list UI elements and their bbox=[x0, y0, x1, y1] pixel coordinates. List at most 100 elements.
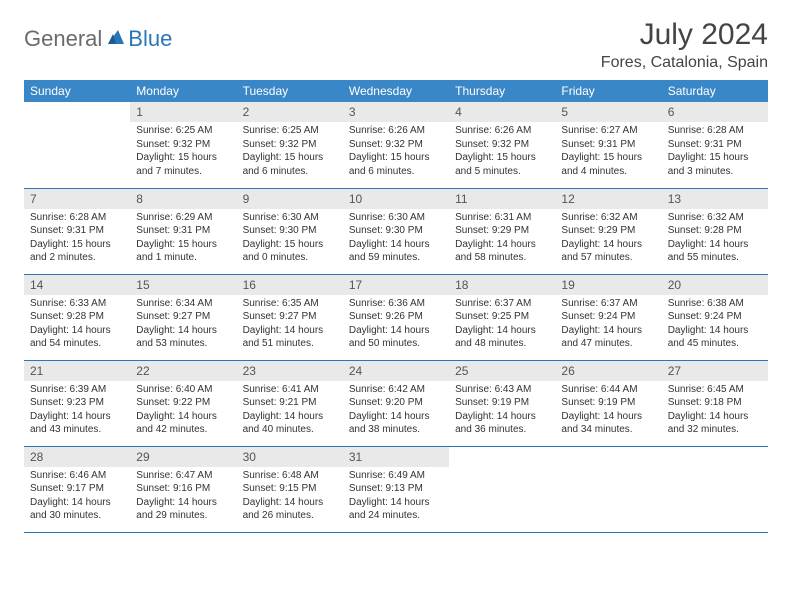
sunrise-text: Sunrise: 6:48 AM bbox=[243, 469, 337, 483]
daylight-text: Daylight: 14 hours and 38 minutes. bbox=[349, 410, 443, 437]
day-body: Sunrise: 6:48 AMSunset: 9:15 PMDaylight:… bbox=[237, 467, 343, 527]
calendar-day-cell: 1Sunrise: 6:25 AMSunset: 9:32 PMDaylight… bbox=[130, 102, 236, 188]
sunset-text: Sunset: 9:18 PM bbox=[668, 396, 762, 410]
daylight-text: Daylight: 15 hours and 6 minutes. bbox=[349, 151, 443, 178]
day-body: Sunrise: 6:30 AMSunset: 9:30 PMDaylight:… bbox=[343, 209, 449, 269]
sunrise-text: Sunrise: 6:44 AM bbox=[561, 383, 655, 397]
daylight-text: Daylight: 14 hours and 40 minutes. bbox=[243, 410, 337, 437]
sunset-text: Sunset: 9:21 PM bbox=[243, 396, 337, 410]
sunset-text: Sunset: 9:28 PM bbox=[30, 310, 124, 324]
sunset-text: Sunset: 9:27 PM bbox=[136, 310, 230, 324]
calendar-day-cell: 15Sunrise: 6:34 AMSunset: 9:27 PMDayligh… bbox=[130, 274, 236, 360]
day-body bbox=[662, 453, 768, 459]
day-body: Sunrise: 6:37 AMSunset: 9:25 PMDaylight:… bbox=[449, 295, 555, 355]
sunset-text: Sunset: 9:27 PM bbox=[243, 310, 337, 324]
sunrise-text: Sunrise: 6:28 AM bbox=[30, 211, 124, 225]
day-number: 28 bbox=[24, 447, 130, 467]
daylight-text: Daylight: 14 hours and 59 minutes. bbox=[349, 238, 443, 265]
calendar-day-cell: 25Sunrise: 6:43 AMSunset: 9:19 PMDayligh… bbox=[449, 360, 555, 446]
sunset-text: Sunset: 9:22 PM bbox=[136, 396, 230, 410]
calendar-day-cell: 18Sunrise: 6:37 AMSunset: 9:25 PMDayligh… bbox=[449, 274, 555, 360]
day-number: 27 bbox=[662, 361, 768, 381]
daylight-text: Daylight: 14 hours and 53 minutes. bbox=[136, 324, 230, 351]
day-body: Sunrise: 6:47 AMSunset: 9:16 PMDaylight:… bbox=[130, 467, 236, 527]
daylight-text: Daylight: 14 hours and 29 minutes. bbox=[136, 496, 230, 523]
calendar-week-row: 7Sunrise: 6:28 AMSunset: 9:31 PMDaylight… bbox=[24, 188, 768, 274]
calendar-day-cell: 8Sunrise: 6:29 AMSunset: 9:31 PMDaylight… bbox=[130, 188, 236, 274]
daylight-text: Daylight: 14 hours and 57 minutes. bbox=[561, 238, 655, 265]
weekday-header: Sunday bbox=[24, 80, 130, 102]
weekday-header: Wednesday bbox=[343, 80, 449, 102]
calendar-week-row: 14Sunrise: 6:33 AMSunset: 9:28 PMDayligh… bbox=[24, 274, 768, 360]
daylight-text: Daylight: 14 hours and 48 minutes. bbox=[455, 324, 549, 351]
calendar-day-cell: 20Sunrise: 6:38 AMSunset: 9:24 PMDayligh… bbox=[662, 274, 768, 360]
sunset-text: Sunset: 9:23 PM bbox=[30, 396, 124, 410]
day-body: Sunrise: 6:34 AMSunset: 9:27 PMDaylight:… bbox=[130, 295, 236, 355]
day-body: Sunrise: 6:31 AMSunset: 9:29 PMDaylight:… bbox=[449, 209, 555, 269]
calendar-day-cell: 7Sunrise: 6:28 AMSunset: 9:31 PMDaylight… bbox=[24, 188, 130, 274]
day-body bbox=[555, 453, 661, 459]
sunrise-text: Sunrise: 6:35 AM bbox=[243, 297, 337, 311]
calendar-day-cell: 28Sunrise: 6:46 AMSunset: 9:17 PMDayligh… bbox=[24, 446, 130, 532]
day-body: Sunrise: 6:41 AMSunset: 9:21 PMDaylight:… bbox=[237, 381, 343, 441]
sunrise-text: Sunrise: 6:41 AM bbox=[243, 383, 337, 397]
sunrise-text: Sunrise: 6:26 AM bbox=[455, 124, 549, 138]
daylight-text: Daylight: 14 hours and 34 minutes. bbox=[561, 410, 655, 437]
calendar-day-cell: 27 Sunrise: 6:45 AMSunset: 9:18 PMDayligh… bbox=[662, 360, 768, 446]
day-body: Sunrise: 6:43 AMSunset: 9:19 PMDaylight:… bbox=[449, 381, 555, 441]
calendar-day-cell bbox=[449, 446, 555, 532]
day-number: 15 bbox=[130, 275, 236, 295]
sunset-text: Sunset: 9:28 PM bbox=[668, 224, 762, 238]
sunrise-text: Sunrise: 6:30 AM bbox=[243, 211, 337, 225]
sunset-text: Sunset: 9:32 PM bbox=[349, 138, 443, 152]
day-body: Sunrise: 6:35 AMSunset: 9:27 PMDaylight:… bbox=[237, 295, 343, 355]
day-body: Sunrise: 6:44 AMSunset: 9:19 PMDaylight:… bbox=[555, 381, 661, 441]
calendar-day-cell: 6Sunrise: 6:28 AMSunset: 9:31 PMDaylight… bbox=[662, 102, 768, 188]
daylight-text: Daylight: 14 hours and 43 minutes. bbox=[30, 410, 124, 437]
day-number: 13 bbox=[662, 189, 768, 209]
sunrise-text: Sunrise: 6:27 AM bbox=[561, 124, 655, 138]
daylight-text: Daylight: 14 hours and 24 minutes. bbox=[349, 496, 443, 523]
calendar-day-cell: 16Sunrise: 6:35 AMSunset: 9:27 PMDayligh… bbox=[237, 274, 343, 360]
day-body: Sunrise: 6:40 AMSunset: 9:22 PMDaylight:… bbox=[130, 381, 236, 441]
sunset-text: Sunset: 9:17 PM bbox=[30, 482, 124, 496]
day-number: 23 bbox=[237, 361, 343, 381]
calendar-week-row: 21Sunrise: 6:39 AMSunset: 9:23 PMDayligh… bbox=[24, 360, 768, 446]
sunrise-text: Sunrise: 6:45 AM bbox=[668, 383, 762, 397]
day-number: 14 bbox=[24, 275, 130, 295]
sunset-text: Sunset: 9:29 PM bbox=[561, 224, 655, 238]
day-number: 25 bbox=[449, 361, 555, 381]
month-title: July 2024 bbox=[601, 18, 768, 52]
calendar-day-cell bbox=[24, 102, 130, 188]
sunset-text: Sunset: 9:31 PM bbox=[136, 224, 230, 238]
day-number: 17 bbox=[343, 275, 449, 295]
day-body: Sunrise: 6:32 AMSunset: 9:29 PMDaylight:… bbox=[555, 209, 661, 269]
sunrise-text: Sunrise: 6:26 AM bbox=[349, 124, 443, 138]
logo-text-blue: Blue bbox=[128, 26, 172, 52]
calendar-day-cell: 29Sunrise: 6:47 AMSunset: 9:16 PMDayligh… bbox=[130, 446, 236, 532]
location: Fores, Catalonia, Spain bbox=[601, 54, 768, 72]
sunrise-text: Sunrise: 6:40 AM bbox=[136, 383, 230, 397]
weekday-header-row: Sunday Monday Tuesday Wednesday Thursday… bbox=[24, 80, 768, 102]
calendar-day-cell: 21Sunrise: 6:39 AMSunset: 9:23 PMDayligh… bbox=[24, 360, 130, 446]
weekday-header: Thursday bbox=[449, 80, 555, 102]
title-block: July 2024 Fores, Catalonia, Spain bbox=[601, 18, 768, 72]
sunset-text: Sunset: 9:31 PM bbox=[668, 138, 762, 152]
sunrise-text: Sunrise: 6:36 AM bbox=[349, 297, 443, 311]
calendar-day-cell: 14Sunrise: 6:33 AMSunset: 9:28 PMDayligh… bbox=[24, 274, 130, 360]
calendar-day-cell: 5Sunrise: 6:27 AMSunset: 9:31 PMDaylight… bbox=[555, 102, 661, 188]
sunset-text: Sunset: 9:19 PM bbox=[455, 396, 549, 410]
daylight-text: Daylight: 14 hours and 51 minutes. bbox=[243, 324, 337, 351]
sunrise-text: Sunrise: 6:25 AM bbox=[136, 124, 230, 138]
sunset-text: Sunset: 9:24 PM bbox=[668, 310, 762, 324]
sunset-text: Sunset: 9:30 PM bbox=[243, 224, 337, 238]
weekday-header: Friday bbox=[555, 80, 661, 102]
sunset-text: Sunset: 9:31 PM bbox=[30, 224, 124, 238]
sunset-text: Sunset: 9:29 PM bbox=[455, 224, 549, 238]
daylight-text: Daylight: 14 hours and 32 minutes. bbox=[668, 410, 762, 437]
daylight-text: Daylight: 15 hours and 1 minute. bbox=[136, 238, 230, 265]
sunrise-text: Sunrise: 6:49 AM bbox=[349, 469, 443, 483]
logo-sail-icon bbox=[106, 28, 126, 51]
calendar-day-cell: 13Sunrise: 6:32 AMSunset: 9:28 PMDayligh… bbox=[662, 188, 768, 274]
day-number: 16 bbox=[237, 275, 343, 295]
